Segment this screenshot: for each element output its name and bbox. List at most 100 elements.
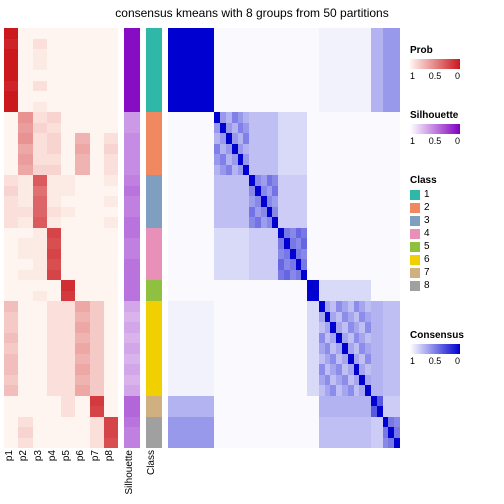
- class-cell: [146, 438, 162, 449]
- prob-cell: [47, 102, 61, 113]
- prob-cell: [33, 364, 47, 375]
- class-cell: [146, 385, 162, 396]
- prob-cell: [90, 144, 104, 155]
- prob-cell: [47, 70, 61, 81]
- legend-ticks: 10.50: [410, 356, 460, 366]
- prob-cell: [75, 396, 89, 407]
- prob-cell: [33, 343, 47, 354]
- prob-cell: [90, 81, 104, 92]
- prob-cell: [90, 333, 104, 344]
- prob-col-label: p8: [104, 450, 118, 461]
- prob-cell: [61, 270, 75, 281]
- prob-cell: [61, 133, 75, 144]
- legend-title: Consensus: [410, 330, 464, 341]
- prob-cell: [61, 154, 75, 165]
- class-cell: [146, 154, 162, 165]
- prob-cell: [61, 322, 75, 333]
- prob-cell: [18, 438, 32, 449]
- consensus-cell: [394, 39, 400, 50]
- prob-cell: [75, 133, 89, 144]
- prob-cell: [104, 280, 118, 291]
- prob-cell: [75, 49, 89, 60]
- legend-swatch-label: 5: [424, 241, 430, 252]
- prob-cell: [104, 291, 118, 302]
- prob-cell: [90, 396, 104, 407]
- class-cell: [146, 175, 162, 186]
- prob-cell: [47, 228, 61, 239]
- prob-cell: [61, 175, 75, 186]
- prob-cell: [104, 217, 118, 228]
- legend-swatch-label: 4: [424, 228, 430, 239]
- prob-cell: [75, 102, 89, 113]
- prob-cell: [104, 102, 118, 113]
- prob-cell: [18, 417, 32, 428]
- prob-cell: [4, 354, 18, 365]
- prob-cell: [47, 396, 61, 407]
- prob-col-label: p2: [18, 450, 32, 461]
- prob-cell: [4, 196, 18, 207]
- class-cell: [146, 238, 162, 249]
- legend-title: Silhouette: [410, 110, 460, 121]
- prob-cell: [4, 217, 18, 228]
- prob-cell: [104, 28, 118, 39]
- prob-cell: [75, 144, 89, 155]
- legend-gradient: [410, 124, 460, 134]
- plot-title: consensus kmeans with 8 groups from 50 p…: [0, 6, 504, 20]
- class-cell: [146, 217, 162, 228]
- prob-cell: [18, 354, 32, 365]
- prob-cell: [104, 207, 118, 218]
- prob-cell: [33, 217, 47, 228]
- prob-cell: [33, 385, 47, 396]
- prob-cell: [90, 102, 104, 113]
- prob-cell: [75, 427, 89, 438]
- prob-cell: [18, 301, 32, 312]
- silhouette-cell: [124, 427, 140, 438]
- consensus-cell: [394, 196, 400, 207]
- silhouette-column: [124, 28, 140, 448]
- prob-cell: [4, 228, 18, 239]
- prob-cell: [104, 375, 118, 386]
- prob-cell: [18, 322, 32, 333]
- prob-cell: [33, 291, 47, 302]
- prob-cell: [4, 144, 18, 155]
- legend-title: Class: [410, 175, 437, 186]
- prob-cell: [90, 217, 104, 228]
- silhouette-cell: [124, 112, 140, 123]
- prob-cell: [75, 196, 89, 207]
- prob-cell: [90, 249, 104, 260]
- prob-cell: [90, 375, 104, 386]
- consensus-cell: [394, 364, 400, 375]
- prob-cell: [104, 165, 118, 176]
- prob-cell: [33, 238, 47, 249]
- prob-cell: [61, 438, 75, 449]
- legend-swatch-label: 6: [424, 254, 430, 265]
- prob-cell: [75, 322, 89, 333]
- consensus-cell: [394, 133, 400, 144]
- legend-swatch: [410, 268, 420, 278]
- prob-cell: [104, 249, 118, 260]
- legend-swatch-label: 7: [424, 267, 430, 278]
- prob-cell: [104, 322, 118, 333]
- consensus-cell: [394, 60, 400, 71]
- prob-cell: [90, 291, 104, 302]
- prob-cell: [18, 39, 32, 50]
- prob-col-label: p7: [90, 450, 104, 461]
- prob-cell: [4, 322, 18, 333]
- prob-cell: [75, 406, 89, 417]
- prob-cell: [4, 385, 18, 396]
- prob-cell: [4, 70, 18, 81]
- silhouette-cell: [124, 39, 140, 50]
- prob-cell: [47, 144, 61, 155]
- prob-cell: [104, 60, 118, 71]
- consensus-cell: [394, 186, 400, 197]
- prob-cell: [61, 343, 75, 354]
- prob-cell: [18, 60, 32, 71]
- prob-cell: [4, 60, 18, 71]
- prob-cell: [4, 186, 18, 197]
- class-cell: [146, 102, 162, 113]
- prob-cell: [61, 186, 75, 197]
- class-cell: [146, 123, 162, 134]
- prob-cell: [4, 154, 18, 165]
- consensus-cell: [394, 375, 400, 386]
- prob-cell: [4, 238, 18, 249]
